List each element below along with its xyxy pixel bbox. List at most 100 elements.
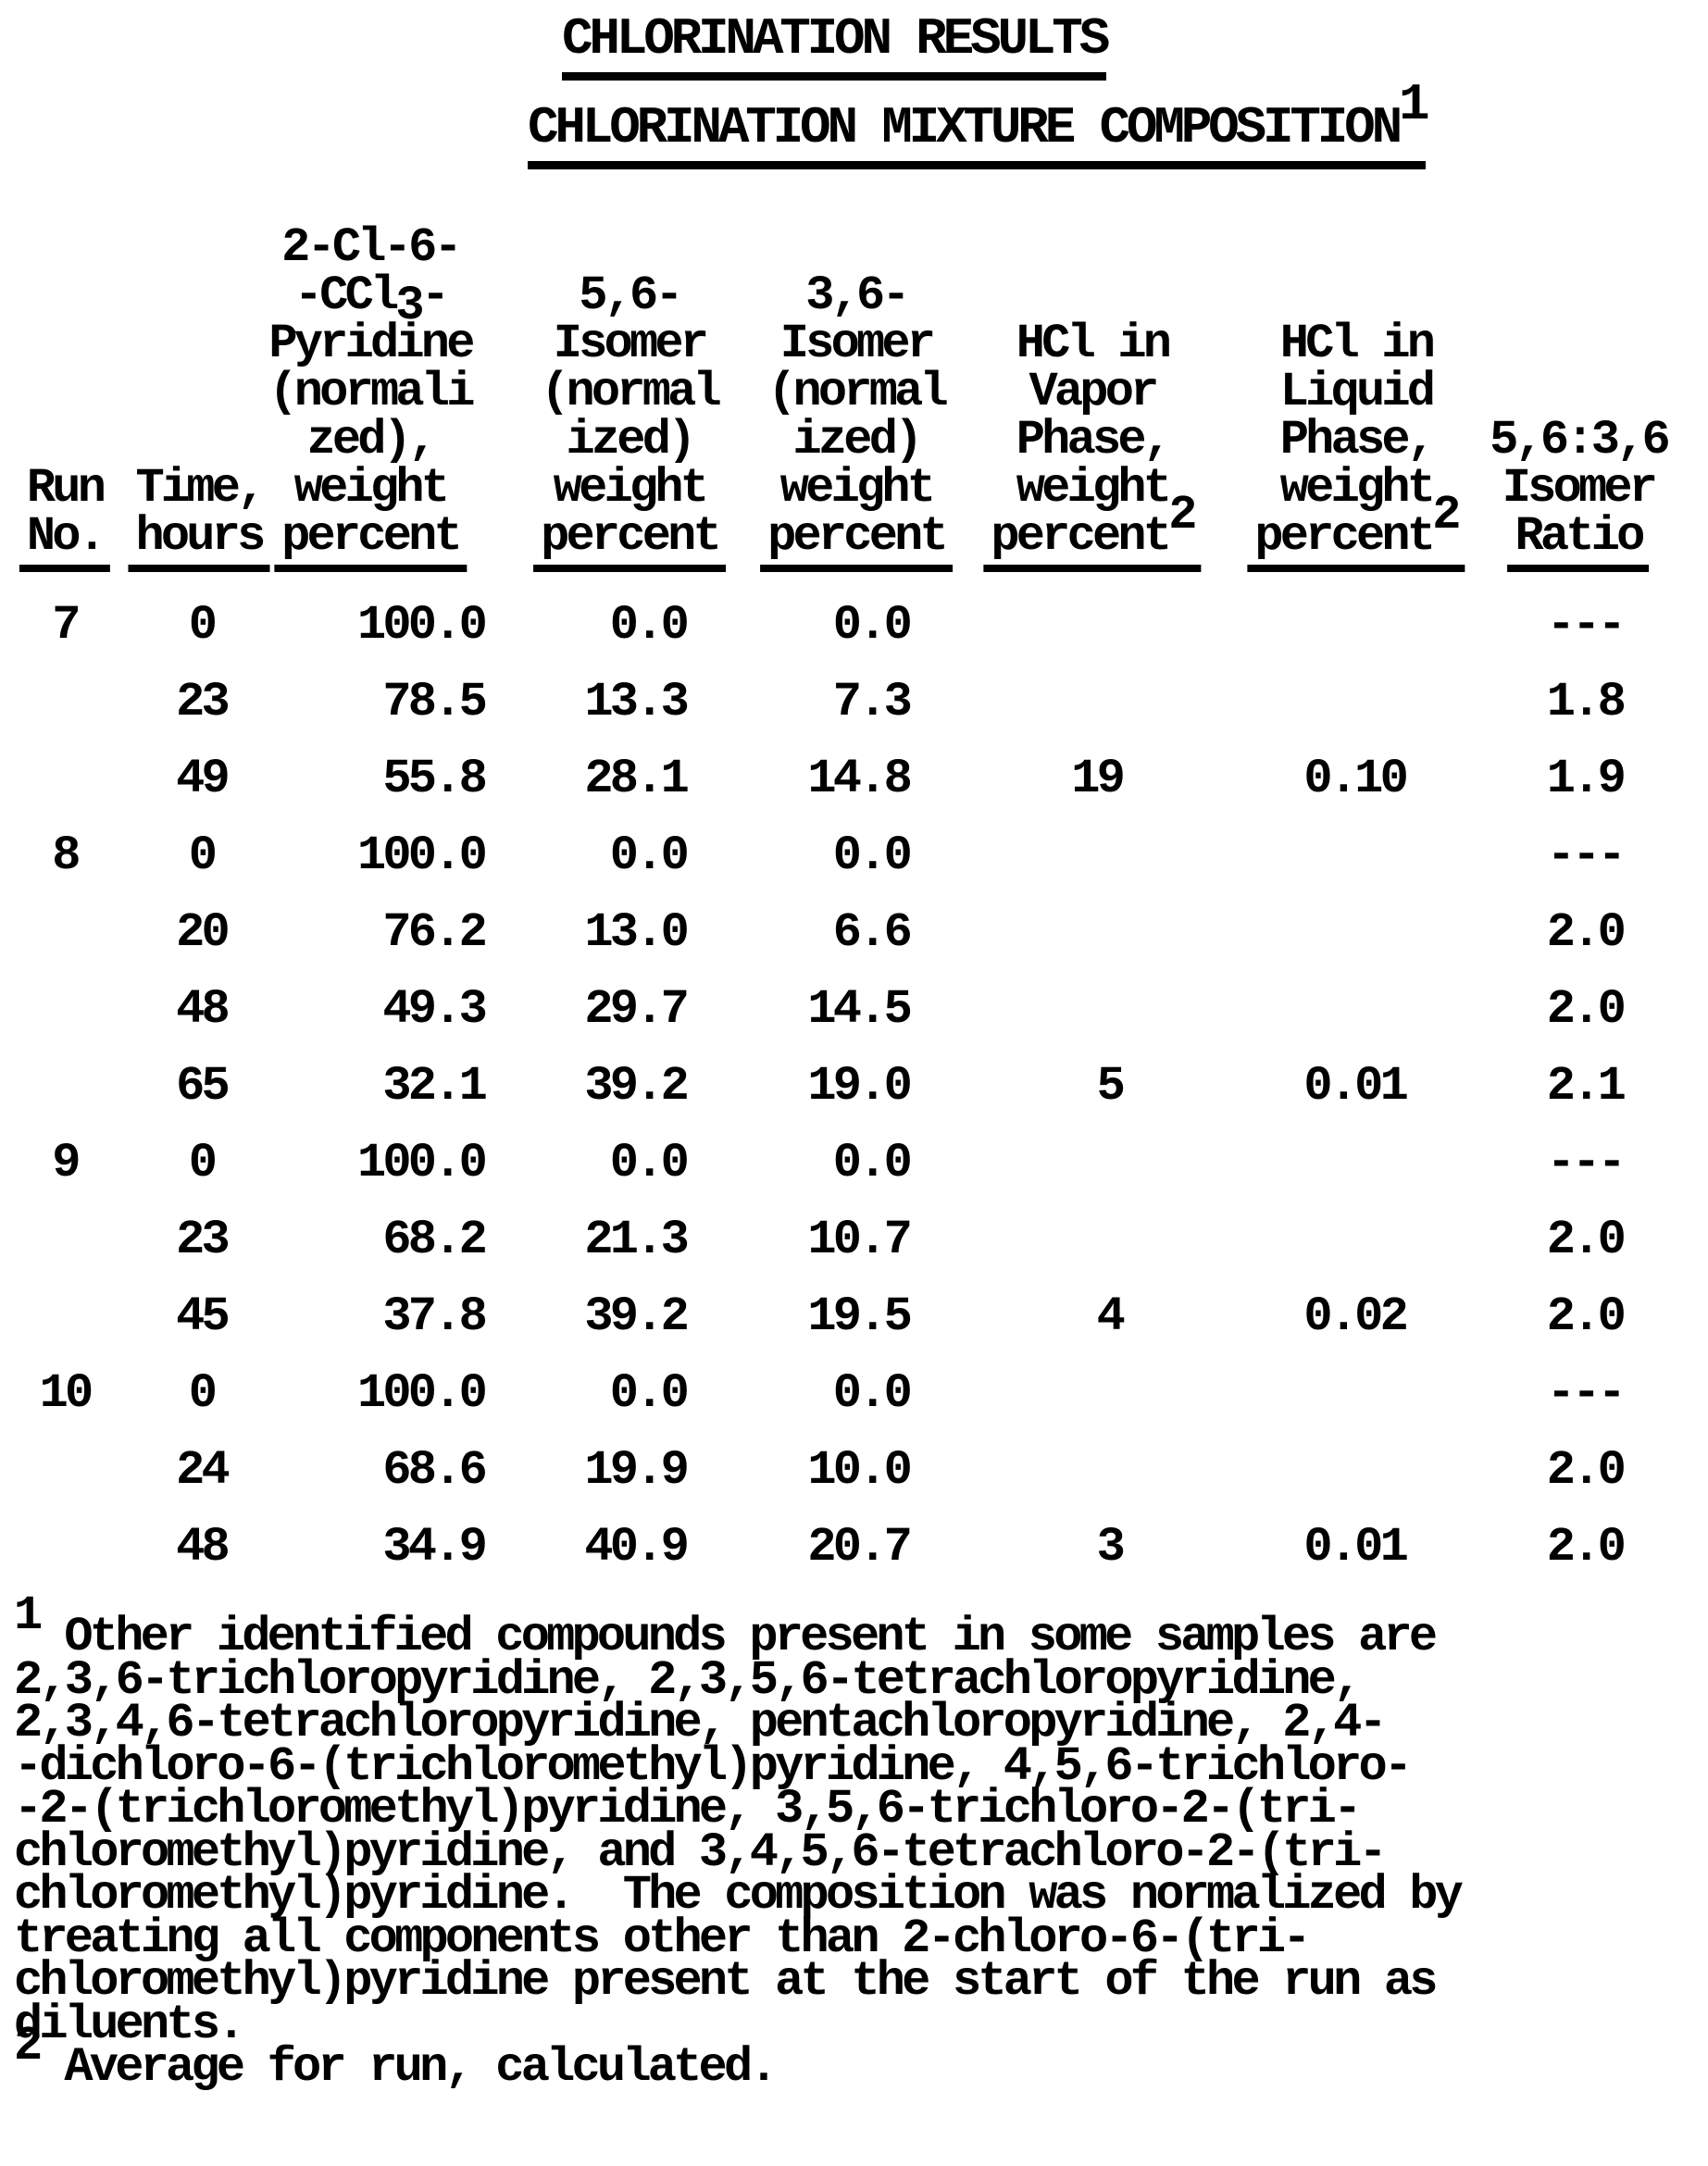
table-cell <box>909 1370 1122 1447</box>
footnote-line: -2-(trichloromethyl)pyridine, 3,5,6-tric… <box>14 1782 1362 1836</box>
table-cell: 2.0 <box>1546 1443 1627 1498</box>
table-cell: 6.6 <box>832 905 913 960</box>
table-row: 20 76.2 13.0 6.6 2.0 <box>0 909 1708 986</box>
table-cell: 49 <box>176 752 231 806</box>
table-cell <box>909 832 1122 909</box>
table-cell: 10.0 <box>807 1443 912 1498</box>
table-cell: --- <box>1546 1366 1627 1421</box>
table-cell <box>0 755 130 832</box>
footnote-2: 2 Average for run, calculated. <box>14 2022 1694 2091</box>
footnote-line: chloromethyl)pyridine, and 3,4,5,6-tetra… <box>14 1824 1388 1880</box>
table-title: CHLORINATION MIXTURE COMPOSITION1 <box>528 79 1430 169</box>
table-cell: 29.7 <box>584 982 689 1037</box>
table-row: 23 68.2 21.3 10.7 2.0 <box>0 1216 1708 1293</box>
table-cell <box>1122 602 1405 678</box>
table-cell: 19 <box>1071 752 1126 806</box>
table-cell: 34.9 <box>382 1520 487 1575</box>
table-cell: 2.0 <box>1546 1289 1627 1344</box>
table-cell: --- <box>1546 828 1627 883</box>
table-cell: 7 <box>52 598 81 653</box>
table-cell: 68.2 <box>382 1213 487 1267</box>
table-cell: 100.0 <box>356 1366 488 1421</box>
table-cell: 78.5 <box>382 675 487 729</box>
table-cell: 0.0 <box>832 1136 913 1190</box>
table-cell: 23 <box>176 675 231 729</box>
table-cell <box>909 986 1122 1063</box>
table-cell: 0.02 <box>1303 1289 1408 1344</box>
footnote-line: diluents. <box>14 1997 245 2052</box>
table-cell: 2.0 <box>1546 1520 1627 1575</box>
table-cell: 8 <box>52 828 81 883</box>
table-cell: 2.0 <box>1546 1213 1627 1267</box>
footnote-line: 2,3,4,6-tetrachloropyridine, pentachloro… <box>14 1696 1388 1750</box>
table-cell: 39.2 <box>584 1059 689 1114</box>
table-cell: 0.01 <box>1303 1059 1408 1114</box>
table-cell <box>909 678 1122 755</box>
table-cell: 10 <box>39 1366 94 1421</box>
table-cell: 0.0 <box>609 598 690 653</box>
table-body: 7 0 100.0 0.0 0.0 --- 23 78.5 13.3 7.3 1.8 49 55.8 28… <box>0 602 1708 1600</box>
table-title-text: CHLORINATION MIXTURE COMPOSITION <box>528 98 1403 157</box>
table-cell: 20 <box>176 905 231 960</box>
table-cell <box>909 909 1122 986</box>
table-cell: 20.7 <box>807 1520 912 1575</box>
table-cell: 4 <box>1096 1289 1126 1344</box>
table-row: 7 0 100.0 0.0 0.0 --- <box>0 602 1708 678</box>
table-cell <box>0 678 130 755</box>
header-col-hcl-liquid: HCl in Liquid Phase, weight percent2 <box>1247 320 1465 572</box>
table-cell: 48 <box>176 982 231 1037</box>
table-cell <box>909 1447 1122 1524</box>
footnote-line: chloromethyl)pyridine present at the sta… <box>14 1954 1438 2009</box>
table-cell <box>1122 1139 1405 1216</box>
table-cell: 1.8 <box>1546 675 1627 729</box>
table-cell: 0 <box>188 1136 218 1190</box>
table-cell <box>1122 678 1405 755</box>
table-cell <box>1122 909 1405 986</box>
header-col-pyridine: 2-Cl-6- -CCl3- Pyridine (normali zed), w… <box>268 224 475 572</box>
page-title: CHLORINATION RESULTS <box>562 13 1110 81</box>
footnote-line: -dichloro-6-(trichloromethyl)pyridine, 4… <box>14 1738 1413 1794</box>
table-cell: 0.0 <box>609 828 690 883</box>
table-cell: 13.0 <box>584 905 689 960</box>
table-cell: 23 <box>176 1213 231 1267</box>
footnote-line: chloromethyl)pyridine. The composition w… <box>14 1868 1464 1923</box>
table-cell: 0 <box>188 598 218 653</box>
table-row: 48 34.9 40.9 20.7 3 0.01 2.0 <box>0 1524 1708 1600</box>
table-row: 45 37.8 39.2 19.5 4 0.02 2.0 <box>0 1293 1708 1370</box>
table-cell: 14.5 <box>807 982 912 1037</box>
table-cell: 0.0 <box>609 1366 690 1421</box>
subscript-3: 3 <box>395 279 424 334</box>
table-cell: 55.8 <box>382 752 487 806</box>
table-cell <box>1122 986 1405 1063</box>
table-cell <box>1122 1447 1405 1524</box>
header-col-time: Time, hours <box>128 465 270 572</box>
table-cell: 13.3 <box>584 675 689 729</box>
table-cell <box>909 1216 1122 1293</box>
table-cell: 48 <box>176 1520 231 1575</box>
table-cell: 24 <box>176 1443 231 1498</box>
table-cell: 0.10 <box>1303 752 1408 806</box>
table-cell: 65 <box>176 1059 231 1114</box>
table-cell: 37.8 <box>382 1289 487 1344</box>
table-cell: 0 <box>188 828 218 883</box>
footnote-line: 2,3,6-trichloropyridine, 2,3,5,6-tetrach… <box>14 1652 1362 1708</box>
table-cell: 49.3 <box>382 982 487 1037</box>
table-cell <box>1122 1216 1405 1293</box>
header-col-56-isomer: 5,6- Isomer (normal ized) weight percent <box>533 272 726 572</box>
table-cell: 1.9 <box>1546 752 1627 806</box>
table-cell: 0.0 <box>832 828 913 883</box>
table-cell: --- <box>1546 598 1627 653</box>
table-cell <box>0 1216 130 1293</box>
table-cell: 19.5 <box>807 1289 912 1344</box>
table-row: 23 78.5 13.3 7.3 1.8 <box>0 678 1708 755</box>
table-cell: --- <box>1546 1136 1627 1190</box>
footnote2-text: Average for run, calculated. <box>64 2040 778 2095</box>
table-cell <box>0 986 130 1063</box>
table-title-footnote-marker: 1 <box>1398 74 1430 134</box>
table-cell: 32.1 <box>382 1059 487 1114</box>
table-cell: 14.8 <box>807 752 912 806</box>
footnote2-ref-marker: 2 <box>1432 487 1461 542</box>
table-cell: 40.9 <box>584 1520 689 1575</box>
footnote2-ref-marker: 2 <box>1168 487 1197 542</box>
